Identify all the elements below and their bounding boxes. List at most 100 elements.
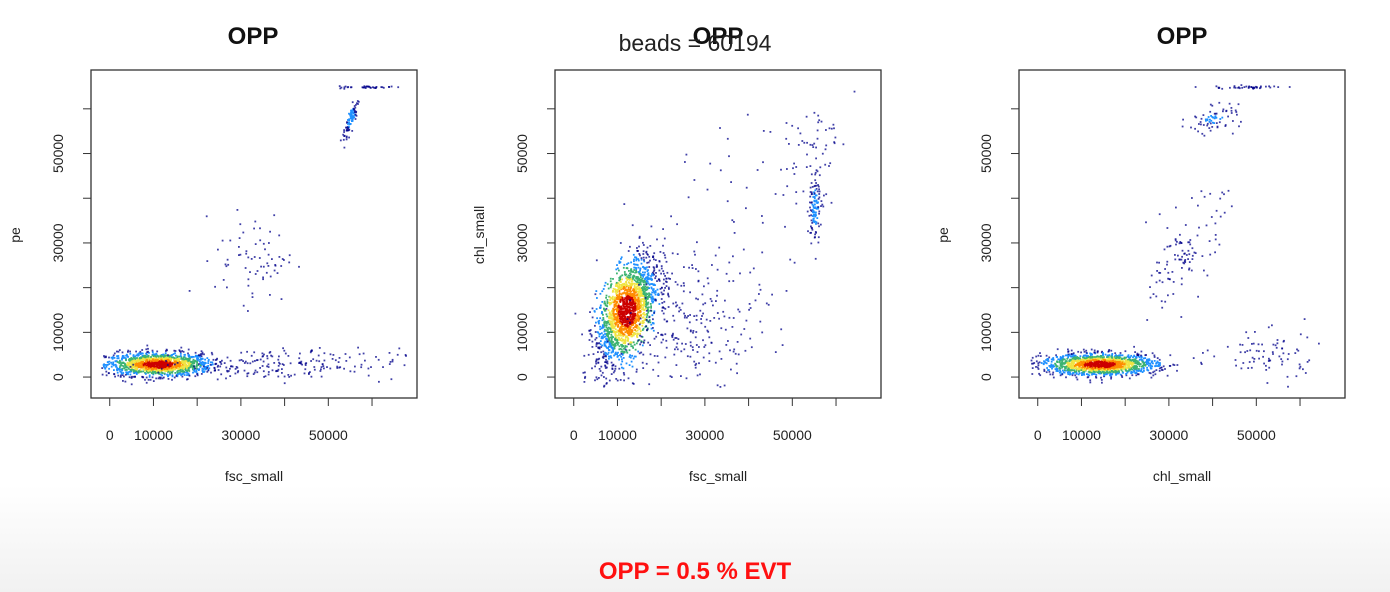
data-point (1071, 360, 1073, 363)
data-point (785, 137, 788, 140)
data-point (638, 297, 641, 299)
data-point (608, 338, 610, 341)
data-point (346, 121, 348, 123)
data-point (180, 346, 183, 349)
data-point (388, 363, 391, 365)
data-point (179, 351, 182, 353)
data-point (319, 370, 322, 372)
data-point (634, 292, 636, 294)
data-point (598, 319, 601, 322)
data-point (723, 315, 726, 318)
data-point (104, 364, 106, 366)
data-point (761, 215, 763, 217)
data-point (169, 373, 171, 376)
data-point (159, 362, 162, 365)
data-point (608, 379, 611, 382)
data-point (619, 261, 622, 264)
data-point (654, 259, 657, 261)
data-point (626, 339, 629, 342)
data-point (620, 256, 623, 259)
data-point (643, 300, 646, 302)
data-point (1148, 358, 1151, 361)
data-point (853, 90, 856, 93)
data-point (178, 362, 181, 364)
data-point (642, 271, 644, 274)
data-point (380, 86, 383, 88)
data-point (648, 295, 650, 298)
data-point (605, 355, 607, 358)
data-point (644, 297, 647, 299)
data-point (631, 301, 634, 303)
data-point (276, 370, 279, 372)
data-point (185, 370, 188, 372)
data-point (1140, 356, 1143, 359)
data-point (1037, 368, 1040, 370)
data-point (637, 271, 640, 273)
data-point (170, 367, 173, 370)
data-point (165, 358, 168, 360)
data-point (605, 321, 608, 323)
data-point (647, 301, 650, 304)
data-point (643, 319, 646, 321)
data-point (591, 367, 593, 370)
data-point (631, 319, 634, 321)
data-point (226, 370, 229, 373)
data-point (809, 191, 812, 193)
data-point (621, 313, 623, 315)
data-point (1067, 373, 1070, 375)
data-point (622, 321, 625, 324)
data-point (1095, 373, 1098, 376)
data-point (583, 381, 586, 383)
data-point (601, 356, 604, 359)
data-point (1158, 367, 1161, 370)
data-point (110, 365, 113, 368)
data-point (639, 298, 642, 301)
data-point (1130, 372, 1133, 375)
data-point (622, 299, 624, 302)
data-point (1113, 360, 1116, 362)
data-point (754, 299, 757, 302)
data-point (628, 330, 631, 333)
data-point (624, 308, 627, 311)
data-point (603, 376, 605, 378)
data-point (627, 311, 630, 313)
data-point (169, 372, 171, 375)
data-point (672, 314, 675, 317)
data-point (1104, 353, 1107, 356)
data-point (185, 363, 187, 366)
data-point (634, 271, 636, 274)
data-point (642, 367, 645, 369)
data-point (390, 85, 393, 88)
data-point (639, 321, 642, 324)
data-point (622, 342, 625, 344)
data-point (356, 102, 358, 105)
data-point (618, 294, 620, 297)
data-point (253, 227, 255, 230)
data-point (1141, 371, 1144, 373)
data-point (629, 343, 632, 346)
data-point (158, 372, 161, 374)
data-point (165, 365, 168, 367)
data-point (1123, 368, 1126, 370)
data-point (348, 122, 350, 125)
data-point (628, 307, 631, 309)
data-point (669, 375, 672, 378)
data-point (620, 330, 623, 333)
data-point (621, 318, 624, 321)
data-point (390, 378, 393, 381)
data-point (188, 367, 190, 369)
data-point (624, 274, 627, 277)
data-point (813, 191, 815, 194)
data-point (818, 210, 821, 213)
data-point (210, 351, 213, 354)
data-point (1069, 358, 1072, 361)
data-point (201, 367, 204, 370)
data-point (170, 365, 172, 367)
panel-1-y-label: pe (7, 227, 23, 243)
data-point (629, 245, 631, 248)
data-point (611, 295, 614, 298)
data-point (641, 298, 643, 300)
data-point (132, 370, 135, 373)
data-point (197, 359, 199, 362)
data-point (762, 161, 764, 164)
